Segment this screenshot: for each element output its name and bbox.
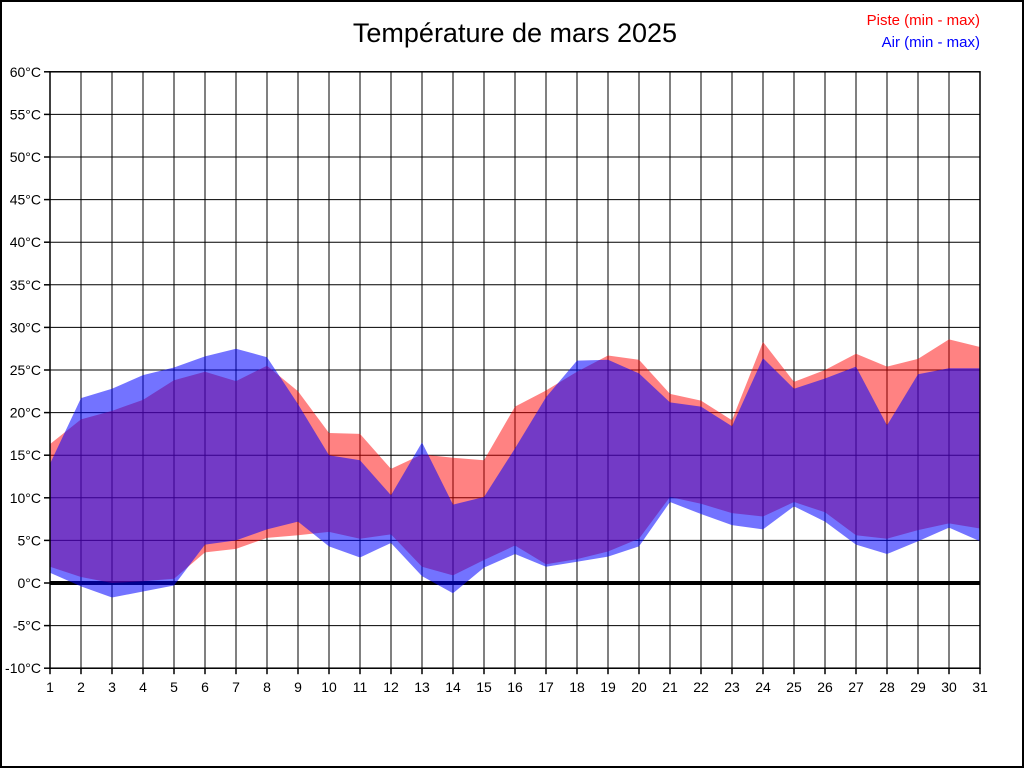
x-tick-label: 9 xyxy=(294,679,302,695)
x-tick-label: 29 xyxy=(910,679,926,695)
y-tick-label: 50°C xyxy=(10,149,41,165)
x-tick-label: 17 xyxy=(538,679,554,695)
x-tick-label: 26 xyxy=(817,679,833,695)
x-tick-label: 13 xyxy=(414,679,430,695)
x-tick-label: 18 xyxy=(569,679,585,695)
air-band xyxy=(50,348,980,598)
y-tick-label: 15°C xyxy=(10,447,41,463)
y-tick-label: 5°C xyxy=(18,532,42,548)
x-tick-label: 16 xyxy=(507,679,523,695)
x-tick-label: 14 xyxy=(445,679,461,695)
x-tick-label: 2 xyxy=(77,679,85,695)
x-tick-label: 11 xyxy=(353,679,368,695)
x-tick-label: 12 xyxy=(383,679,399,695)
legend: Piste (min - max) Air (min - max) xyxy=(867,10,980,54)
y-tick-label: 35°C xyxy=(10,277,41,293)
x-tick-label: 4 xyxy=(139,679,147,695)
x-tick-label: 7 xyxy=(232,679,240,695)
chart-title: Température de mars 2025 xyxy=(352,18,678,48)
x-tick-label: 6 xyxy=(201,679,209,695)
y-tick-label: 0°C xyxy=(18,575,42,591)
x-tick-label: 10 xyxy=(321,679,337,695)
y-tick-label: 45°C xyxy=(10,192,41,208)
x-tick-label: 27 xyxy=(848,679,864,695)
y-tick-label: 10°C xyxy=(10,490,41,506)
y-tick-label: 20°C xyxy=(10,405,41,421)
x-tick-label: 1 xyxy=(46,679,54,695)
x-tick-label: 20 xyxy=(631,679,647,695)
x-tick-label: 30 xyxy=(941,679,957,695)
y-tick-label: 60°C xyxy=(10,64,41,80)
y-tick-label: 40°C xyxy=(10,234,41,250)
y-tick-label: 55°C xyxy=(10,106,41,122)
x-tick-label: 24 xyxy=(755,679,771,695)
x-tick-label: 31 xyxy=(972,679,988,695)
x-tick-label: 8 xyxy=(263,679,271,695)
x-tick-label: 5 xyxy=(170,679,178,695)
y-tick-label: 30°C xyxy=(10,319,41,335)
x-tick-label: 28 xyxy=(879,679,895,695)
x-tick-label: 21 xyxy=(662,679,678,695)
y-tick-label: -5°C xyxy=(13,618,41,634)
legend-item-air: Air (min - max) xyxy=(881,34,980,51)
x-tick-label: 25 xyxy=(786,679,802,695)
y-tick-label: 25°C xyxy=(10,362,41,378)
x-tick-label: 3 xyxy=(108,679,116,695)
x-tick-label: 22 xyxy=(693,679,709,695)
x-tick-label: 23 xyxy=(724,679,740,695)
x-tick-label: 19 xyxy=(600,679,616,695)
y-tick-label: -10°C xyxy=(5,660,41,676)
x-tick-label: 15 xyxy=(476,679,492,695)
legend-item-piste: Piste (min - max) xyxy=(866,12,980,29)
